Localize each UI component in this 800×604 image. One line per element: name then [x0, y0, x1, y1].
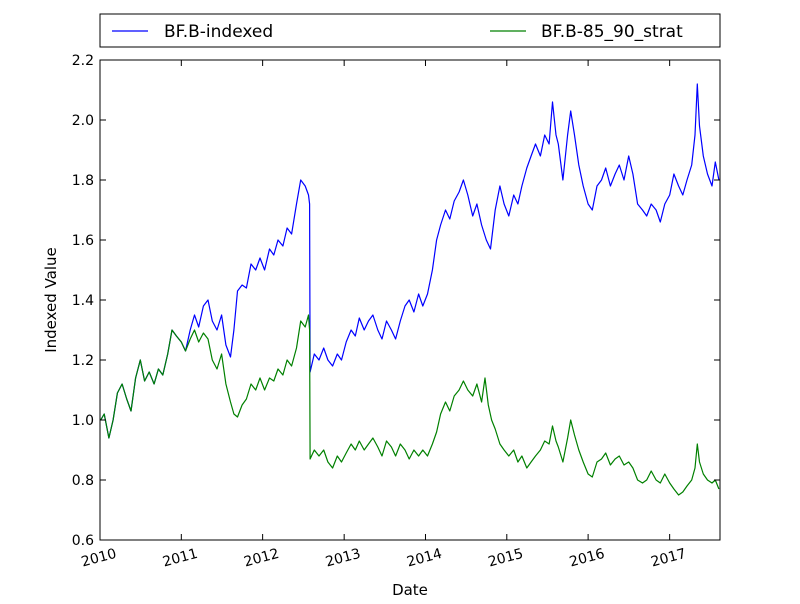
y-tick-label: 1.6 [72, 233, 94, 249]
series-layer [100, 83, 720, 496]
series-line-2 [100, 314, 720, 496]
y-tick-label: 0.8 [72, 473, 94, 489]
series-line-1 [100, 83, 720, 439]
x-tick-label: 2012 [242, 546, 281, 571]
y-axis: 0.6 0.8 1.0 1.2 1.4 1.6 1.8 2.0 2.2 [72, 53, 720, 549]
y-tick-label: 0.6 [72, 533, 94, 549]
plot-frame [99, 59, 721, 541]
x-tick-label: 2017 [649, 546, 688, 571]
legend-label-series-2: BF.B-85_90_strat [541, 22, 683, 42]
x-tick-label: 2014 [405, 546, 444, 571]
legend: BF.B-indexed BF.B-85_90_strat [99, 13, 721, 48]
x-tick-label: 2011 [161, 546, 200, 571]
y-tick-label: 1.0 [72, 413, 94, 429]
y-tick-label: 1.2 [72, 353, 94, 369]
x-tick-label: 2015 [486, 546, 525, 571]
x-axis: 2010 2011 2012 2013 2014 2015 2016 2017 [80, 60, 688, 570]
x-tick-label: 2016 [568, 546, 607, 571]
x-axis-label: Date [392, 581, 428, 599]
x-tick-label: 2010 [80, 546, 119, 571]
legend-label-series-1: BF.B-indexed [164, 22, 273, 42]
y-tick-label: 2.2 [72, 53, 94, 69]
y-tick-label: 1.8 [72, 173, 94, 189]
y-tick-label: 1.4 [72, 293, 94, 309]
legend-frame [99, 13, 721, 48]
y-tick-label: 2.0 [72, 113, 94, 129]
y-axis-label: Indexed Value [42, 247, 60, 353]
x-tick-label: 2013 [324, 546, 363, 571]
